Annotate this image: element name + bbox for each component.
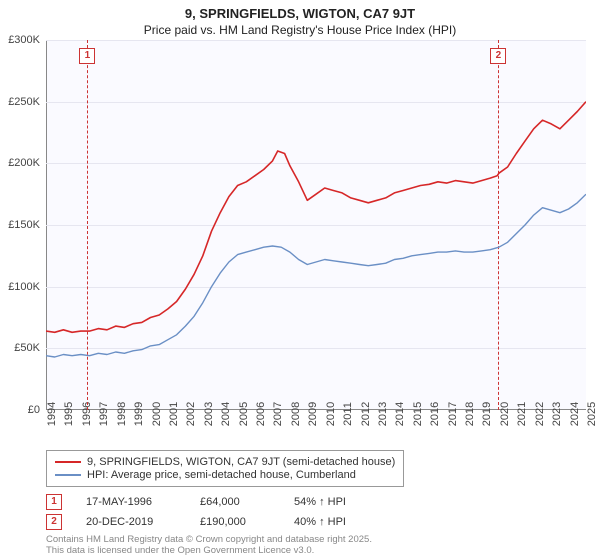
event-price: £190,000: [200, 516, 270, 528]
footer-line2: This data is licensed under the Open Gov…: [46, 545, 372, 556]
y-axis-label: £300K: [8, 34, 40, 46]
chart-lines: [46, 40, 586, 410]
legend-swatch: [55, 461, 81, 463]
chart-container: 9, SPRINGFIELDS, WIGTON, CA7 9JT Price p…: [0, 0, 600, 560]
legend-label: 9, SPRINGFIELDS, WIGTON, CA7 9JT (semi-d…: [87, 456, 395, 468]
x-axis-label: 2025: [586, 402, 598, 426]
y-axis-label: £250K: [8, 96, 40, 108]
event-pct: 54% ↑ HPI: [294, 496, 384, 508]
event-row: 2 20-DEC-2019 £190,000 40% ↑ HPI: [46, 514, 384, 530]
y-axis-label: £50K: [14, 342, 40, 354]
y-axis-label: £100K: [8, 281, 40, 293]
y-axis-label: £0: [28, 404, 40, 416]
event-date: 17-MAY-1996: [86, 496, 176, 508]
legend: 9, SPRINGFIELDS, WIGTON, CA7 9JT (semi-d…: [46, 450, 404, 487]
event-pct: 40% ↑ HPI: [294, 516, 384, 528]
series-price_paid: [46, 102, 586, 333]
legend-swatch: [55, 474, 81, 476]
series-hpi: [46, 194, 586, 357]
legend-item: 9, SPRINGFIELDS, WIGTON, CA7 9JT (semi-d…: [55, 456, 395, 468]
plot-area: £0£50K£100K£150K£200K£250K£300K 19941995…: [46, 40, 586, 410]
title-address: 9, SPRINGFIELDS, WIGTON, CA7 9JT: [0, 6, 600, 21]
legend-label: HPI: Average price, semi-detached house,…: [87, 469, 356, 481]
event-marker-icon: 2: [46, 514, 62, 530]
event-marker-icon: 1: [46, 494, 62, 510]
y-axis-label: £200K: [8, 157, 40, 169]
chart-titles: 9, SPRINGFIELDS, WIGTON, CA7 9JT Price p…: [0, 0, 600, 37]
title-subtitle: Price paid vs. HM Land Registry's House …: [0, 23, 600, 37]
event-row: 1 17-MAY-1996 £64,000 54% ↑ HPI: [46, 494, 384, 510]
event-date: 20-DEC-2019: [86, 516, 176, 528]
footer-attribution: Contains HM Land Registry data © Crown c…: [46, 534, 372, 557]
y-axis-label: £150K: [8, 219, 40, 231]
event-list: 1 17-MAY-1996 £64,000 54% ↑ HPI 2 20-DEC…: [46, 494, 384, 534]
legend-item: HPI: Average price, semi-detached house,…: [55, 469, 395, 481]
footer-line1: Contains HM Land Registry data © Crown c…: [46, 534, 372, 545]
event-price: £64,000: [200, 496, 270, 508]
